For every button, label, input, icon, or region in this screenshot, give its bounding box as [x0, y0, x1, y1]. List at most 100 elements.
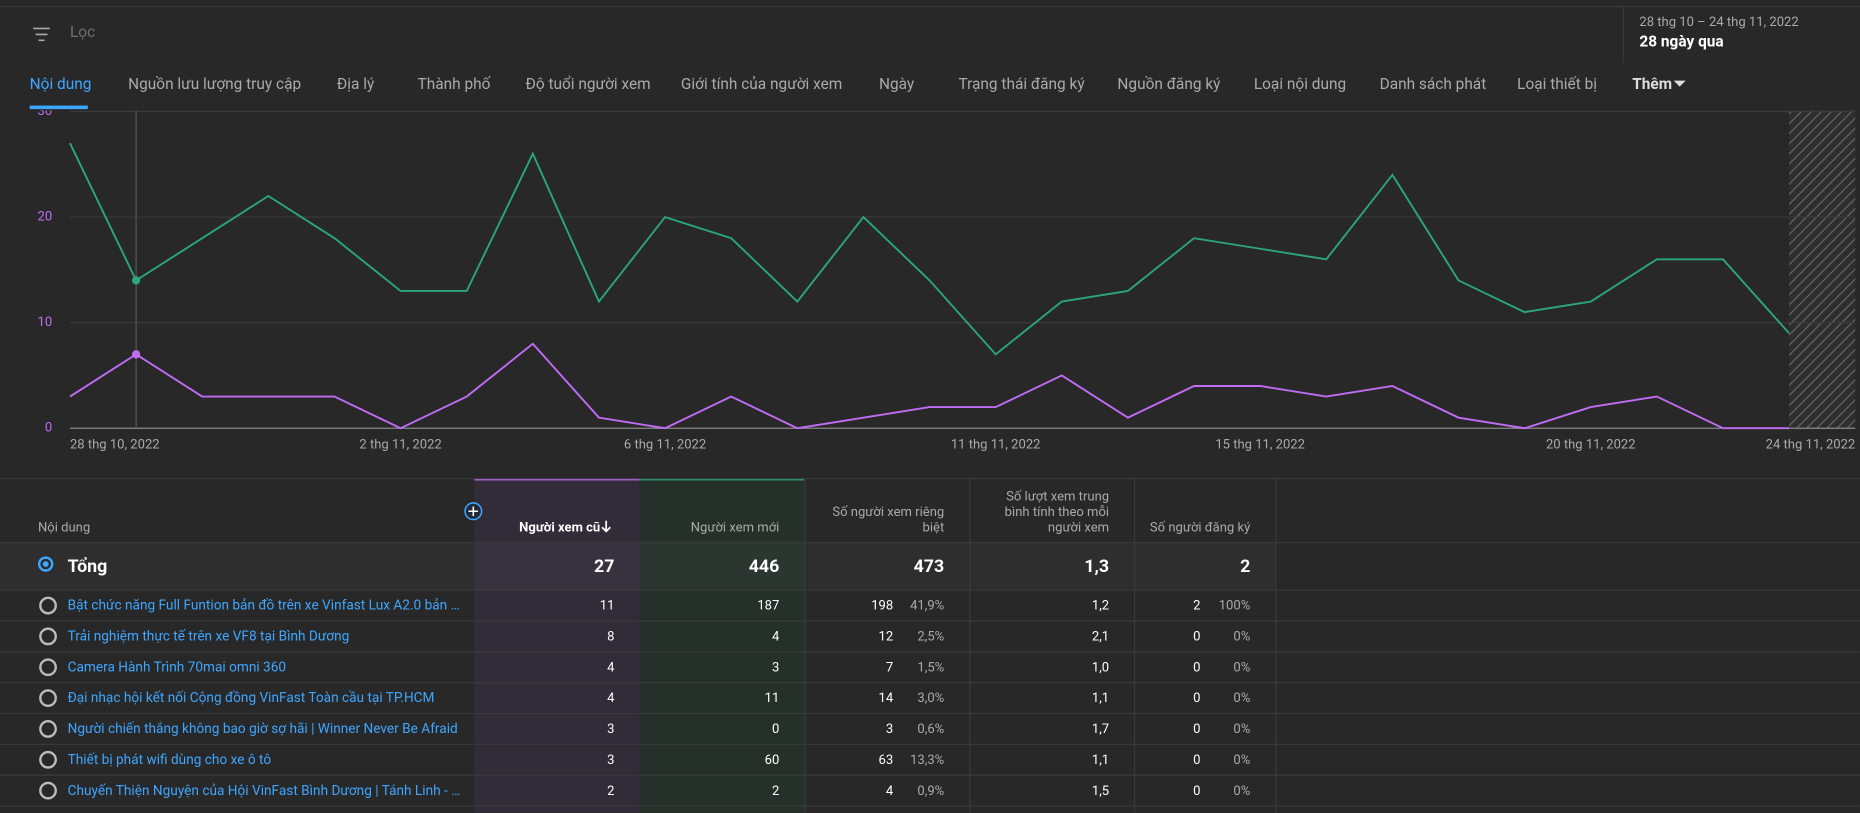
cell-value: 11 [764, 690, 780, 706]
x-tick-label: 11 thg 11, 2022 [951, 437, 1041, 452]
new-viewers-column [639, 478, 805, 813]
tab[interactable]: Nội dung [29, 75, 92, 94]
column-divider [804, 478, 806, 813]
cell-value: 198 [871, 597, 894, 614]
cell-value: 11 [599, 597, 615, 614]
y-tick-label: 20 [38, 210, 53, 225]
video-title[interactable]: Người chiến thắng không bao giờ sợ hãi |… [67, 720, 458, 737]
sort-arrow [599, 517, 613, 534]
filter-icon[interactable] [32, 26, 51, 43]
filter-input[interactable]: Lọc [69, 23, 96, 42]
column-divider [1134, 478, 1136, 813]
tab[interactable]: Trạng thái đăng ký [958, 75, 1085, 94]
cell-value: 13,3% [910, 752, 945, 768]
x-tick-label: 24 thg 11, 2022 [1766, 437, 1856, 452]
sort-icon [601, 520, 611, 533]
tab[interactable]: Loại thiết bị [1517, 75, 1597, 94]
cell-value: 0% [1233, 721, 1251, 737]
row-divider [0, 743, 1860, 745]
cell-value: 0 [1193, 690, 1201, 706]
cell-value: 0 [1193, 782, 1201, 799]
cell-value: 3 [772, 659, 780, 675]
tab[interactable]: Ngày [878, 75, 915, 94]
cell-value: 0 [1193, 659, 1201, 675]
cell-value: 0% [1233, 690, 1251, 706]
cell-value: 0 [1193, 752, 1201, 768]
cell-value: 2 [772, 782, 780, 799]
cell-value: 2 [1193, 597, 1201, 614]
cell-value: 0 [1193, 721, 1201, 737]
cell-value: 63 [878, 752, 894, 768]
y-tick-label: 0 [45, 421, 52, 436]
cell-value: 2,1 [1091, 628, 1110, 645]
date-range[interactable]: 28 thg 10 – 24 thg 11, 2022 [1639, 14, 1799, 30]
cell-value: 1,5% [917, 659, 945, 675]
video-title[interactable]: Trải nghiệm thực tế trên xe VF8 tại Bình… [67, 627, 350, 645]
radio[interactable] [39, 781, 57, 800]
tab[interactable]: Danh sách phát [1379, 75, 1487, 94]
cell-value: 1,5 [1091, 782, 1110, 799]
video-title[interactable]: Đại nhạc hội kết nối Cộng đồng VinFast T… [67, 689, 435, 706]
column-header: Nội dung [37, 519, 91, 535]
hover-point [131, 350, 141, 359]
cell-value: 1,0 [1091, 659, 1110, 675]
cell-value: 2,5% [917, 628, 945, 645]
cell-value: 3 [885, 721, 894, 737]
cell-value: 60 [764, 752, 780, 768]
data-table: Nội dung Người xem cũ Người xem mới Số ngườ… [0, 478, 1860, 813]
cell-value: 0% [1233, 782, 1251, 799]
divider [1622, 7, 1624, 63]
row-divider [0, 682, 1860, 684]
cell-value: 3 [607, 752, 615, 768]
cell-value: 1,1 [1091, 752, 1110, 768]
old-viewers-column [474, 478, 640, 813]
cell-value: 14 [878, 690, 894, 706]
cell-value: 100% [1218, 597, 1251, 614]
cell-value: 4 [772, 628, 780, 645]
radio[interactable] [39, 720, 57, 738]
radio[interactable] [39, 596, 57, 615]
radio-selected[interactable] [37, 556, 54, 572]
tab[interactable]: Độ tuổi người xem [525, 75, 651, 94]
video-title[interactable]: Camera Hành Trình 70mai omni 360 [67, 658, 287, 675]
column-divider [969, 478, 971, 813]
cell-value: 3 [607, 721, 615, 737]
row-divider [0, 805, 1860, 807]
column-header[interactable]: Số lượt xem trung bình tính theo mỗi ngư… [1004, 488, 1110, 535]
radio[interactable] [39, 750, 57, 769]
tab[interactable]: Loại nội dung [1253, 75, 1347, 94]
tab-indicator [29, 105, 88, 110]
total-label: Tổng [67, 555, 108, 577]
column-header[interactable]: Người xem cũ [519, 519, 601, 535]
date-preset[interactable]: 28 ngày qua [1639, 33, 1724, 52]
cell-value: 7 [885, 659, 894, 675]
video-title[interactable]: Thiết bị phát wifi dùng cho xe ô tô [67, 750, 272, 768]
tab[interactable]: Thêm [1632, 75, 1673, 94]
cell-value: 4 [607, 690, 615, 706]
video-title[interactable]: Chuyến Thiện Nguyện của Hội VinFast Bình… [67, 781, 465, 799]
radio[interactable] [39, 627, 57, 646]
cell-value: 0% [1233, 752, 1251, 768]
y-tick-label: 30 [38, 110, 53, 119]
cell-value: 8 [607, 628, 615, 645]
row-divider [0, 620, 1860, 622]
column-header[interactable]: Số người đăng ký [1149, 519, 1251, 535]
x-tick-label: 2 thg 11, 2022 [359, 437, 441, 452]
radio[interactable] [39, 689, 57, 707]
column-header[interactable]: Người xem mới [690, 519, 780, 535]
add-icon[interactable] [464, 502, 483, 521]
column-header[interactable]: Số người xem riêng biệt [832, 504, 945, 535]
tab[interactable]: Nguồn đăng ký [1117, 75, 1221, 94]
cell-value: 3,0% [917, 690, 945, 706]
cell-value: 2 [607, 782, 615, 799]
tab[interactable]: Giới tính của người xem [680, 75, 843, 94]
add-metric[interactable] [464, 502, 483, 521]
radio[interactable] [39, 658, 57, 677]
y-tick-label: 10 [38, 315, 53, 330]
tab[interactable]: Thành phố [417, 75, 491, 94]
tab[interactable]: Địa lý [336, 75, 375, 94]
video-title[interactable]: Bật chức năng Full Funtion bản đồ trên x… [67, 596, 465, 614]
column-divider [1275, 478, 1277, 813]
tab[interactable]: Nguồn lưu lượng truy cập [128, 75, 302, 94]
